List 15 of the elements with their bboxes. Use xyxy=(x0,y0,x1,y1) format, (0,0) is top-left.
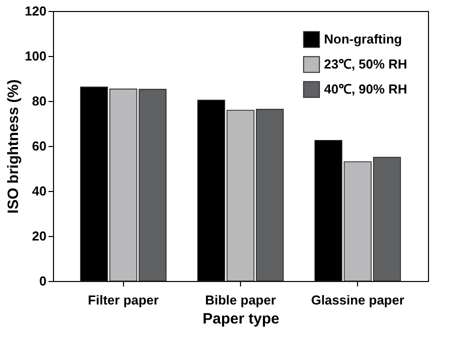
y-tick-label: 60 xyxy=(32,138,46,154)
y-axis-title: ISO brightness (%) xyxy=(4,79,22,214)
y-tick-label: 100 xyxy=(24,48,46,64)
y-tick-label: 80 xyxy=(32,94,46,108)
y-tick-label: 0 xyxy=(39,274,46,288)
x-tick-label: Glassine paper xyxy=(311,292,404,308)
y-tick-label: 120 xyxy=(24,4,46,18)
legend-label: Non-grafting xyxy=(324,32,402,46)
x-tick-label: Filter paper xyxy=(88,292,159,308)
legend-label: 23℃, 50% RH xyxy=(324,56,408,72)
y-tick-label: 40 xyxy=(32,184,46,198)
x-tick-label: Bible paper xyxy=(205,292,276,308)
x-axis-title: Paper type xyxy=(202,310,280,328)
legend-label: 40℃, 90% RH xyxy=(324,82,408,96)
y-tick-label: 20 xyxy=(32,228,46,244)
